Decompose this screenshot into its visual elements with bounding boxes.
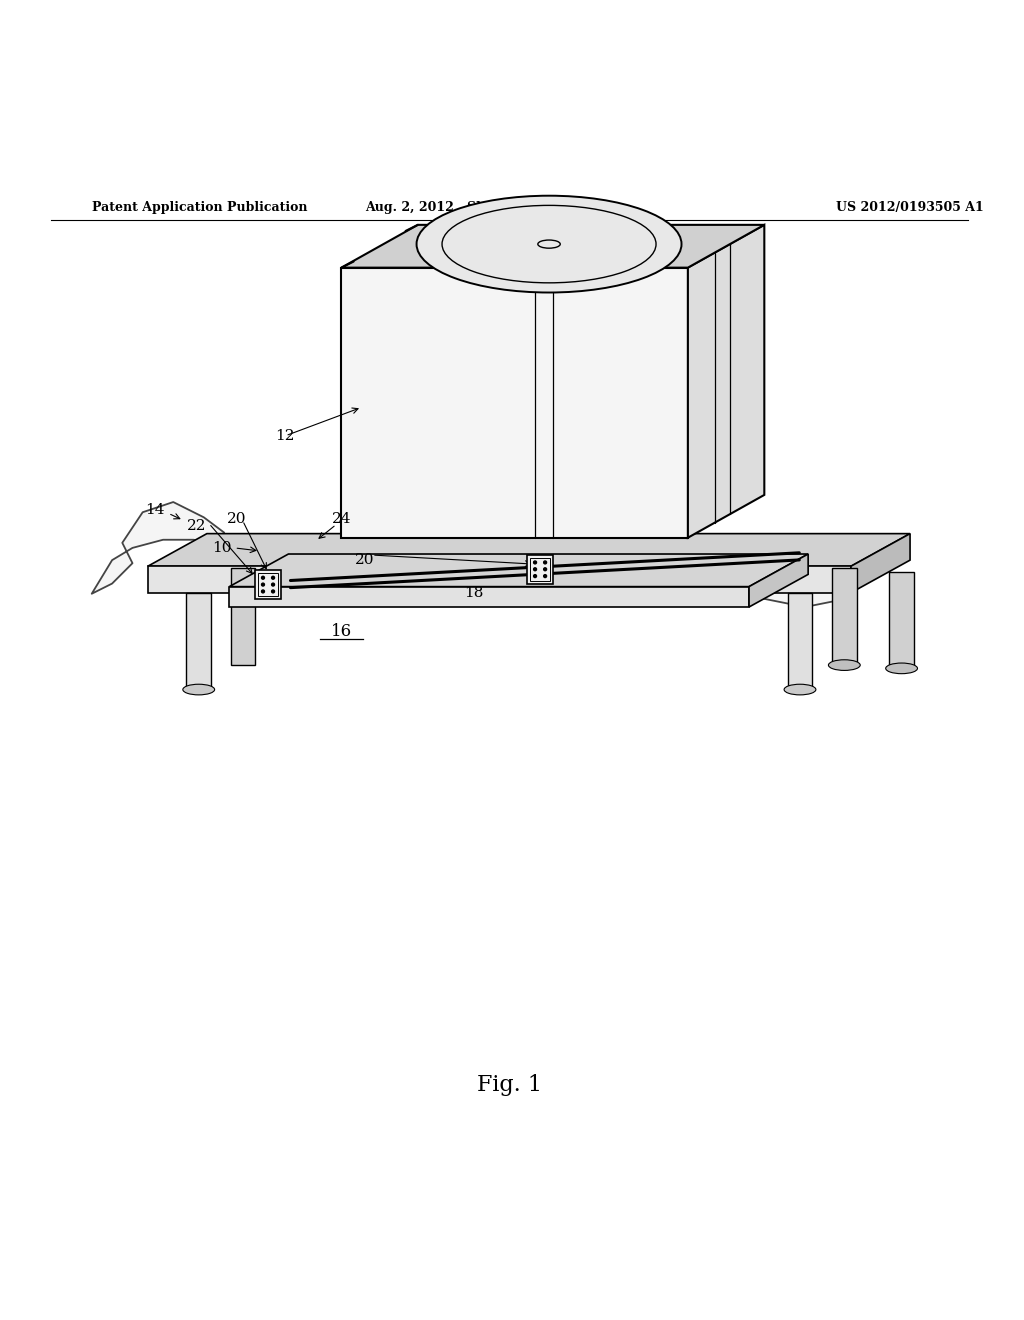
Circle shape [271, 577, 274, 579]
Bar [787, 593, 812, 689]
Circle shape [261, 577, 264, 579]
Bar [258, 573, 279, 597]
Text: 18: 18 [464, 586, 483, 599]
Text: 22: 22 [187, 520, 207, 533]
Polygon shape [851, 533, 910, 593]
Text: 20: 20 [226, 512, 246, 527]
Text: 18: 18 [260, 578, 280, 593]
Ellipse shape [183, 684, 215, 694]
Text: Aug. 2, 2012   Sheet 1 of 6: Aug. 2, 2012 Sheet 1 of 6 [366, 201, 552, 214]
Bar [255, 570, 282, 599]
Polygon shape [147, 533, 910, 566]
Polygon shape [341, 224, 764, 268]
Bar [526, 554, 553, 583]
Circle shape [534, 568, 537, 570]
Circle shape [534, 561, 537, 564]
Polygon shape [92, 502, 877, 607]
Bar [530, 558, 550, 581]
Bar [833, 569, 856, 665]
Bar [230, 569, 255, 665]
Ellipse shape [784, 684, 816, 694]
Text: Patent Application Publication: Patent Application Publication [92, 201, 307, 214]
Text: US 2012/0193505 A1: US 2012/0193505 A1 [836, 201, 983, 214]
Text: 24: 24 [332, 512, 351, 527]
Circle shape [271, 583, 274, 586]
Ellipse shape [417, 195, 682, 293]
Circle shape [271, 590, 274, 593]
Bar [341, 268, 688, 537]
Circle shape [544, 561, 547, 564]
Bar [186, 593, 211, 689]
Bar [890, 572, 913, 668]
Bar [147, 566, 851, 593]
Polygon shape [688, 224, 764, 537]
Polygon shape [749, 554, 808, 607]
Text: 14: 14 [145, 503, 165, 517]
Circle shape [261, 590, 264, 593]
Polygon shape [229, 554, 808, 586]
Text: 20: 20 [355, 553, 375, 568]
Text: Fig. 1: Fig. 1 [477, 1074, 542, 1096]
Circle shape [544, 568, 547, 570]
Ellipse shape [828, 660, 860, 671]
Text: 10: 10 [212, 541, 231, 554]
Circle shape [534, 574, 537, 578]
Bar [229, 586, 749, 607]
Text: 12: 12 [275, 429, 295, 442]
Ellipse shape [886, 663, 918, 673]
Text: 16: 16 [331, 623, 352, 640]
Circle shape [261, 583, 264, 586]
Circle shape [544, 574, 547, 578]
